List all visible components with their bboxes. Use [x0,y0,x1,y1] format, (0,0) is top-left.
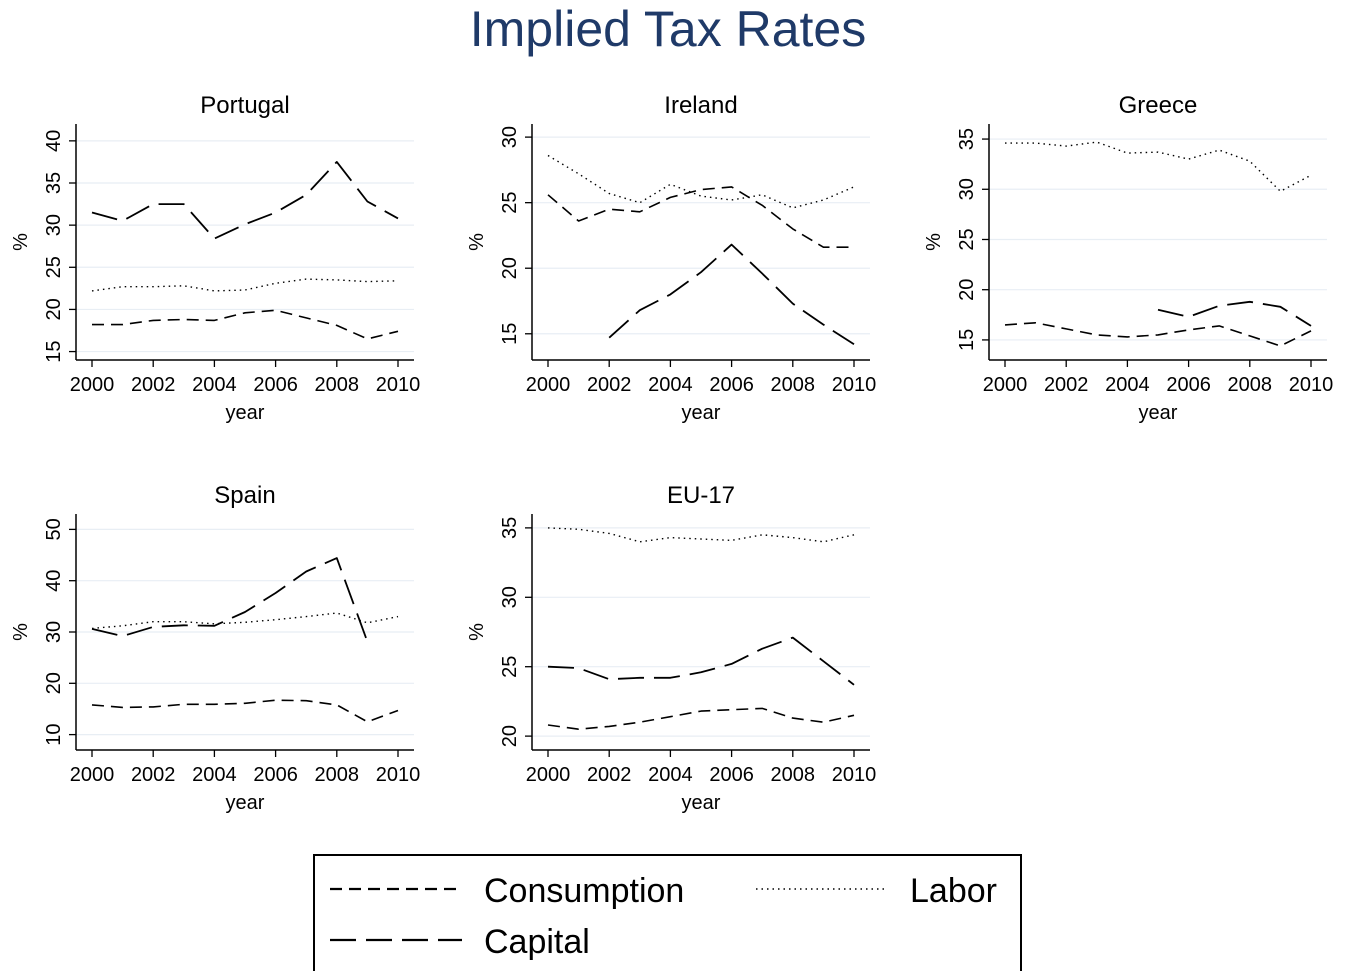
x-tick-label: 2002 [587,374,632,396]
x-tick-label: 2008 [771,374,816,396]
panel-eu-17: 20 25 30 35 2000 2002 2004 2006 2008 2010 EU-17 yea… [466,482,876,814]
x-tick-label: 2000 [70,764,115,786]
x-axis-label: year [1139,402,1178,424]
y-axis-label: % [466,623,488,641]
x-tick-label: 2000 [526,374,571,396]
legend-label-labor: Labor [910,872,997,910]
series-line-consumption [547,707,855,730]
y-axis-label: % [923,233,945,251]
series-line-consumption [1004,322,1312,347]
x-tick-label: 2010 [376,374,421,396]
y-tick-label: 35 [499,517,521,539]
x-tick-label: 2010 [832,764,877,786]
x-tick-label: 2006 [709,764,754,786]
series-line-consumption [91,699,399,723]
panel-title: EU-17 [667,482,735,509]
y-tick-label: 20 [499,725,521,747]
x-tick-label: 2002 [131,764,176,786]
y-tick-label: 10 [43,723,65,745]
x-tick-label: 2008 [315,374,360,396]
y-tick-label: 50 [43,518,65,540]
series-line-labor [91,278,399,292]
legend-label-capital: Capital [484,923,590,961]
y-axis-label: % [466,233,488,251]
y-tick-label: 20 [499,257,521,279]
y-tick-label: 40 [43,130,65,152]
y-tick-label: 25 [499,192,521,214]
x-tick-label: 2004 [648,764,693,786]
x-axis-label: year [226,402,265,424]
x-tick-label: 2004 [648,374,693,396]
y-tick-label: 25 [499,656,521,678]
x-tick-label: 2006 [253,764,298,786]
x-tick-label: 2010 [376,764,421,786]
series-line-labor [1005,141,1312,192]
panel-spain: 10 20 30 40 50 2000 2002 2004 2006 2008 2010 Spain y… [10,482,420,814]
panel-portugal: 15 20 25 30 35 40 2000 2002 2004 2006 2008 2010 Port… [10,92,420,424]
legend-box [313,854,1022,971]
x-tick-label: 2008 [315,764,360,786]
panel-title: Greece [1119,92,1198,119]
y-tick-label: 40 [43,570,65,592]
series-line-labor [547,154,855,209]
y-tick-label: 25 [956,228,978,250]
y-tick-label: 25 [43,256,65,278]
x-tick-label: 2006 [709,374,754,396]
legend: Consumption Labor Capital [313,854,1022,971]
x-axis-label: year [226,792,265,814]
y-tick-label: 30 [499,586,521,608]
x-tick-label: 2004 [192,764,237,786]
x-axis-label: year [682,402,721,424]
x-tick-label: 2002 [587,764,632,786]
figure-title: Implied Tax Rates [470,1,866,57]
x-tick-label: 2000 [526,764,571,786]
panel-title: Ireland [664,92,737,119]
panel-title: Spain [214,482,275,509]
y-tick-label: 20 [43,672,65,694]
x-tick-label: 2000 [70,374,115,396]
legend-label-consumption: Consumption [484,872,684,910]
y-tick-label: 15 [956,329,978,351]
x-tick-label: 2008 [771,764,816,786]
x-tick-label: 2002 [131,374,176,396]
panel-ireland: 15 20 25 30 2000 2002 2004 2006 2008 2010 Ireland y… [466,92,876,424]
x-tick-label: 2006 [253,374,298,396]
panel-greece: 15 20 25 30 35 2000 2002 2004 2006 2008 2010 Greece… [923,92,1333,424]
x-tick-label: 2002 [1044,374,1089,396]
x-tick-label: 2008 [1228,374,1273,396]
y-tick-label: 30 [499,126,521,148]
y-axis-label: % [10,623,32,641]
y-tick-label: 20 [956,279,978,301]
series-line-labor [91,612,399,630]
series-line-capital [608,243,855,346]
y-tick-label: 30 [43,214,65,236]
y-tick-label: 35 [956,128,978,150]
y-tick-label: 15 [499,323,521,345]
series-line-consumption [92,309,399,340]
x-tick-label: 2006 [1166,374,1211,396]
x-tick-label: 2000 [983,374,1028,396]
y-tick-label: 30 [956,178,978,200]
y-tick-label: 35 [43,172,65,194]
series-line-capital [91,557,369,643]
x-tick-label: 2010 [832,374,877,396]
x-axis-label: year [682,792,721,814]
y-axis-label: % [10,233,32,251]
x-tick-label: 2004 [192,374,237,396]
y-tick-label: 15 [43,340,65,362]
x-tick-label: 2004 [1105,374,1150,396]
series-line-capital [547,636,855,686]
series-line-capital [1157,300,1312,327]
panel-title: Portugal [200,92,289,119]
series-line-capital [91,161,399,240]
x-tick-label: 2010 [1289,374,1334,396]
series-line-labor [547,527,855,543]
series-line-consumption [547,186,854,248]
y-tick-label: 20 [43,298,65,320]
y-tick-label: 30 [43,621,65,643]
